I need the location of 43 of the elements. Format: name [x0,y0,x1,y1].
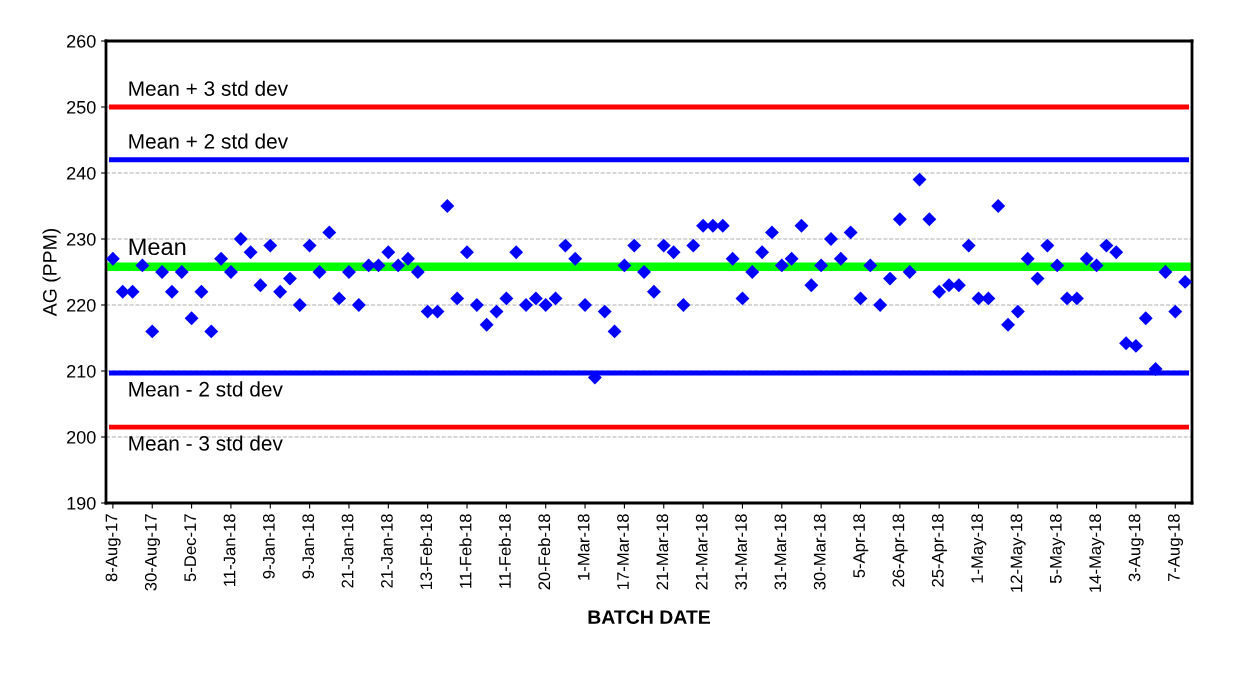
x-tick-label: 31-Mar-18 [774,514,787,590]
y-tick-label: 210 [67,364,96,378]
x-tick-label: 13-Feb-18 [419,514,433,590]
x-tick-label: 25-Apr-18 [931,514,947,587]
x-tick-label: 11-Feb-18 [459,514,472,588]
x-tick-label: 21-Mar-18 [695,514,708,590]
y-tick-label: 190 [67,496,96,510]
x-tick-label: 30-Mar-18 [813,514,826,590]
y-tick-label: 220 [67,298,96,312]
x-tick-label: 20-Feb-18 [537,514,551,590]
x-tick-label: 5-Apr-18 [853,514,869,578]
x-tick-label: 7-Aug-18 [1167,514,1184,582]
x-tick-label: 3-Aug-18 [1128,514,1144,582]
x-tick-label: 31-Mar-18 [735,514,747,590]
ref-line-label: Mean [129,238,186,256]
x-tick-label: 12-May-18 [1010,514,1026,592]
y-tick-label: 250 [67,100,96,114]
x-tick-label: 8-Aug-17 [105,514,121,582]
x-tick-label: 5-Dec-17 [184,514,197,582]
x-tick-label: 11-Feb-18 [498,514,511,588]
x-tick-label: 21-Mar-18 [656,514,669,590]
ref-line-label: Mean - 3 std dev [129,435,283,451]
x-tick-label: 17-Mar-18 [617,514,629,590]
y-tick-label: 240 [67,166,96,180]
y-tick-label: 230 [67,232,96,246]
x-tick-label: 9-Jan-18 [302,514,315,579]
x-tick-label: 11-Jan-18 [223,514,236,586]
x-tick-label: 1-May-18 [971,514,987,583]
x-tick-label: 9-Jan-18 [262,514,275,579]
x-axis-title: BATCH DATE [588,610,710,625]
x-tick-label: 1-Mar-18 [577,514,590,580]
x-tick-label: 30-Aug-17 [144,514,160,591]
x-tick-label: 14-May-18 [1089,514,1105,592]
y-tick-label: 260 [67,34,96,48]
x-tick-label: 5-May-18 [1049,514,1065,584]
x-tick-label: 21-Jan-18 [380,514,393,588]
x-tick-label: 26-Apr-18 [892,514,908,587]
y-tick-label: 200 [67,430,96,444]
ref-line-label: Mean - 2 std dev [129,381,283,397]
x-tick-label: 21-Jan-18 [341,514,354,588]
ref-line-label: Mean + 2 std dev [129,133,289,149]
y-axis-title: AG (PPM) [42,228,61,317]
ref-line-label: Mean + 3 std dev [129,80,289,96]
